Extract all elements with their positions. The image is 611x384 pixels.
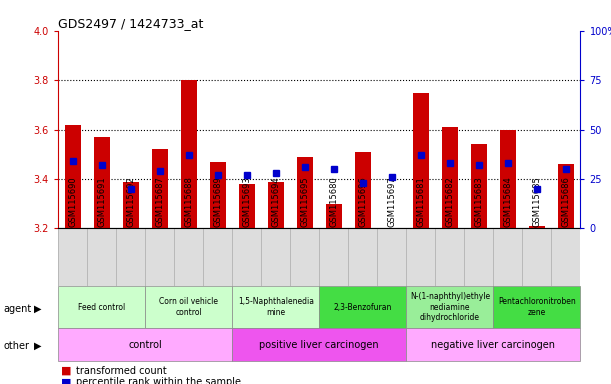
Text: control: control xyxy=(128,339,162,350)
Bar xyxy=(493,286,580,328)
Text: ▶: ▶ xyxy=(34,341,41,351)
Bar xyxy=(500,130,516,228)
Text: negative liver carcinogen: negative liver carcinogen xyxy=(431,339,555,350)
Bar xyxy=(93,137,109,228)
Bar xyxy=(558,164,574,228)
Text: agent: agent xyxy=(3,304,31,314)
Bar xyxy=(239,184,255,228)
Bar xyxy=(297,157,313,228)
Bar xyxy=(210,162,225,228)
Bar xyxy=(326,204,342,228)
Bar xyxy=(413,93,429,228)
Bar xyxy=(442,127,458,228)
Text: ■: ■ xyxy=(61,366,71,376)
Bar xyxy=(406,286,493,328)
Bar xyxy=(65,125,81,228)
Bar xyxy=(529,226,545,228)
Bar xyxy=(58,286,145,328)
Text: GDS2497 / 1424733_at: GDS2497 / 1424733_at xyxy=(58,17,203,30)
Bar xyxy=(152,149,167,228)
Text: percentile rank within the sample: percentile rank within the sample xyxy=(76,377,241,384)
Text: Pentachloronitroben
zene: Pentachloronitroben zene xyxy=(498,298,576,317)
Text: 1,5-Naphthalenedia
mine: 1,5-Naphthalenedia mine xyxy=(238,298,313,317)
Bar xyxy=(319,286,406,328)
Text: transformed count: transformed count xyxy=(76,366,167,376)
Text: ▶: ▶ xyxy=(34,304,41,314)
Bar xyxy=(406,328,580,361)
Text: N-(1-naphthyl)ethyle
nediamine
dihydrochloride: N-(1-naphthyl)ethyle nediamine dihydroch… xyxy=(410,292,490,322)
Bar xyxy=(268,182,284,228)
Text: Feed control: Feed control xyxy=(78,303,125,312)
Bar xyxy=(232,328,406,361)
Text: ■: ■ xyxy=(61,377,71,384)
Bar xyxy=(471,144,487,228)
Bar xyxy=(355,152,371,228)
Text: other: other xyxy=(3,341,29,351)
Text: positive liver carcinogen: positive liver carcinogen xyxy=(260,339,379,350)
Text: Corn oil vehicle
control: Corn oil vehicle control xyxy=(159,298,218,317)
Bar xyxy=(123,182,139,228)
Bar xyxy=(58,328,232,361)
Bar xyxy=(232,286,319,328)
Bar xyxy=(145,286,232,328)
Text: 2,3-Benzofuran: 2,3-Benzofuran xyxy=(334,303,392,312)
Bar xyxy=(181,80,197,228)
